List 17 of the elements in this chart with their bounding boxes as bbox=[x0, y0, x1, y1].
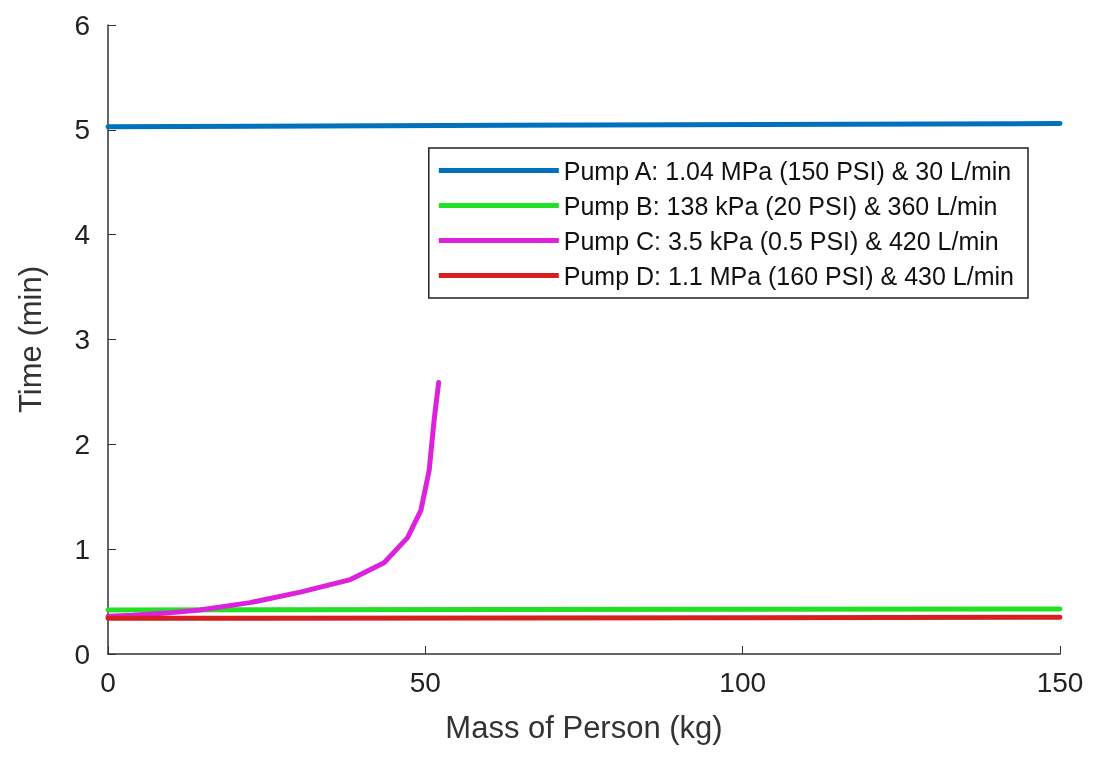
y-tick-label: 5 bbox=[74, 114, 90, 146]
legend-label: Pump A: 1.04 MPa (150 PSI) & 30 L/min bbox=[563, 156, 1012, 185]
y-tick-label: 0 bbox=[74, 638, 90, 670]
legend-label: Pump D: 1.1 MPa (160 PSI) & 430 L/min bbox=[563, 261, 1015, 290]
x-tick-label: 150 bbox=[1036, 666, 1084, 698]
x-tick-label: 50 bbox=[409, 666, 441, 698]
y-tick-label: 6 bbox=[74, 9, 90, 41]
x-tick-label: 100 bbox=[719, 666, 767, 698]
y-tick-label: 4 bbox=[74, 219, 90, 251]
legend-label: Pump C: 3.5 kPa (0.5 PSI) & 420 L/min bbox=[563, 226, 999, 255]
x-axis-title: Mass of Person (kg) bbox=[445, 710, 723, 745]
y-tick-label: 1 bbox=[74, 533, 90, 565]
y-tick-label: 2 bbox=[74, 428, 90, 460]
x-tick-label: 0 bbox=[100, 666, 116, 698]
y-axis-title: Time (min) bbox=[13, 266, 48, 413]
legend-label: Pump B: 138 kPa (20 PSI) & 360 L/min bbox=[563, 191, 998, 220]
y-tick-label: 3 bbox=[74, 324, 90, 355]
